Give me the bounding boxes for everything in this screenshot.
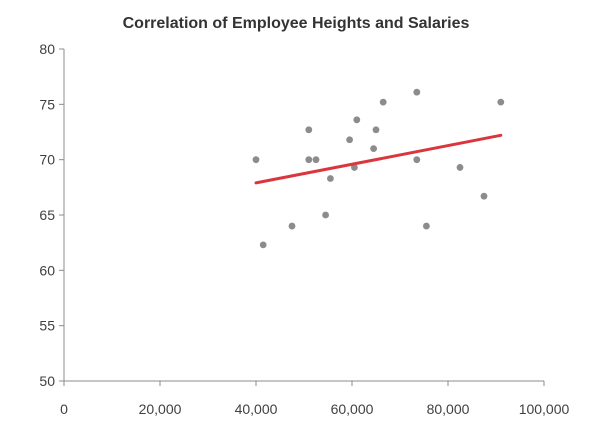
y-tick-label: 75 [39,96,55,112]
data-point [346,136,353,143]
data-point [457,164,464,171]
data-point [260,241,267,248]
data-point [305,156,312,163]
data-point [423,223,430,230]
y-tick-label: 65 [39,207,55,223]
y-axis-ticks: 50 55 60 65 70 75 80 [39,41,64,389]
data-point [497,99,504,106]
data-point [305,126,312,133]
x-tick-label: 60,000 [331,401,374,417]
data-point [289,223,296,230]
y-tick-label: 60 [39,262,55,278]
y-tick-label: 50 [39,373,55,389]
data-point [353,116,360,123]
data-point [413,156,420,163]
data-point [313,156,320,163]
data-point [373,126,380,133]
y-tick-label: 80 [39,41,55,57]
x-tick-label: 20,000 [139,401,182,417]
x-tick-label: 0 [60,401,68,417]
data-points [253,89,505,249]
data-point [413,89,420,96]
chart-title: Correlation of Employee Heights and Sala… [123,15,470,32]
data-point [253,156,260,163]
trendline [256,135,501,183]
x-axis-ticks: 0 20,000 40,000 60,000 80,000 100,000 [60,381,569,417]
data-point [370,145,377,152]
axes [64,49,544,381]
y-tick-label: 70 [39,152,55,168]
x-tick-label: 40,000 [235,401,278,417]
x-tick-label: 100,000 [519,401,570,417]
data-point [380,99,387,106]
x-tick-label: 80,000 [427,401,470,417]
data-point [322,212,329,219]
data-point [481,193,488,200]
trendline-group [256,135,501,183]
data-point [327,175,334,182]
y-tick-label: 55 [39,318,55,334]
